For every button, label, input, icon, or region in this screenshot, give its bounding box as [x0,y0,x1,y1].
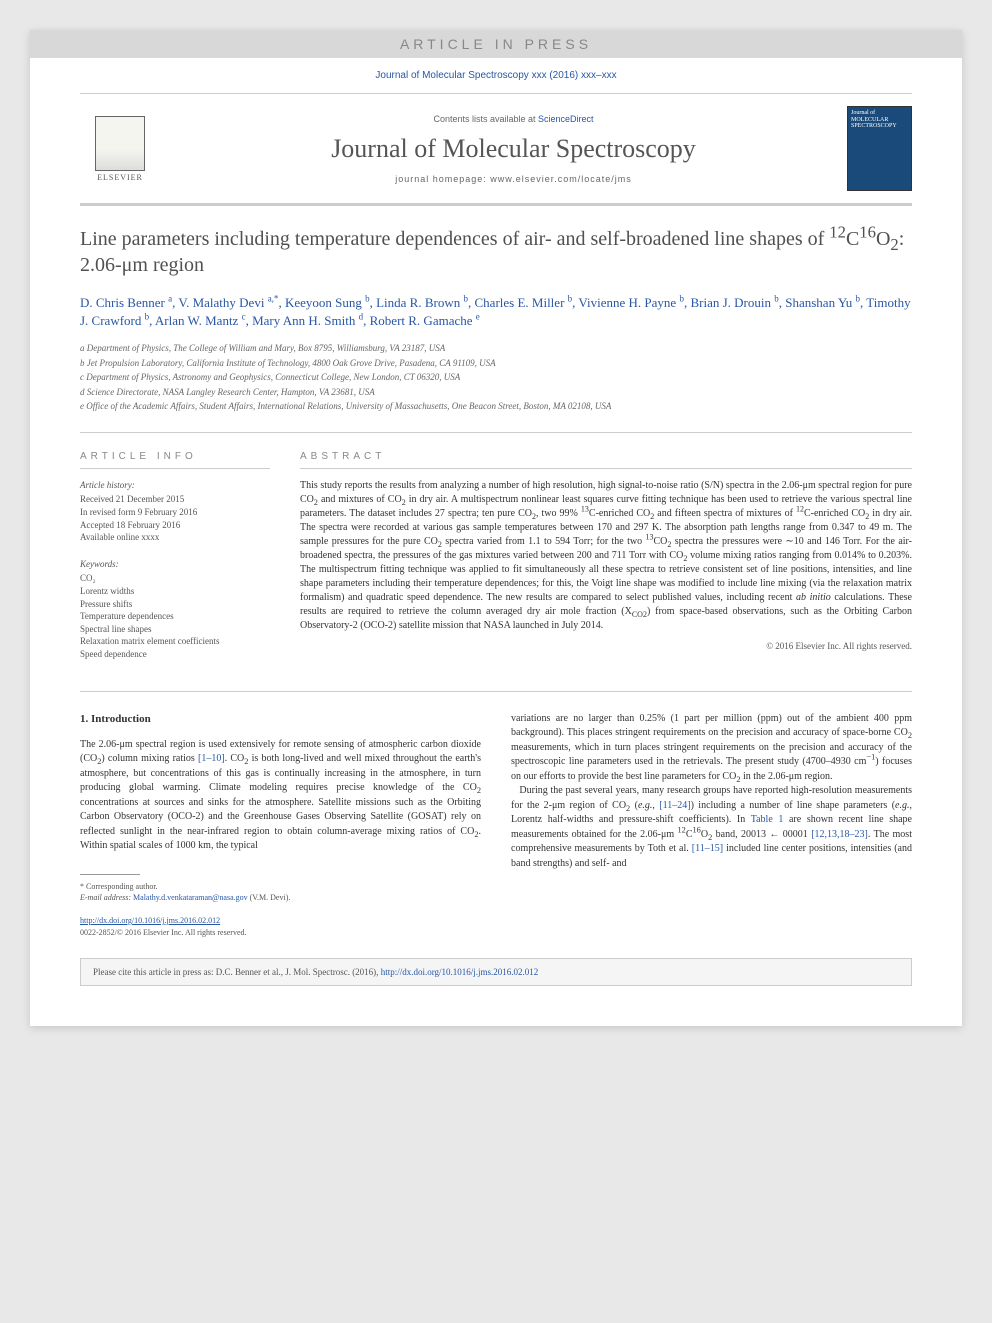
body-col-left: 1. Introduction The 2.06-μm spectral reg… [80,712,481,939]
journal-cover-thumbnail: Journal of MOLECULAR SPECTROSCOPY [847,106,912,191]
journal-homepage: journal homepage: www.elsevier.com/locat… [180,174,847,184]
header-center: Contents lists available at ScienceDirec… [180,114,847,184]
abstract-copyright: © 2016 Elsevier Inc. All rights reserved… [300,641,912,651]
body-col-right: variations are no larger than 0.25% (1 p… [511,712,912,939]
footnote-separator [80,874,140,875]
abstract-heading: ABSTRACT [300,451,912,469]
email-label: E-mail address: [80,893,133,902]
keyword-lines: CO₂Lorentz widthsPressure shiftsTemperat… [80,572,270,660]
header-citation: Journal of Molecular Spectroscopy xxx (2… [30,58,962,93]
abstract-body: This study reports the results from anal… [300,479,912,633]
article-content: Line parameters including temperature de… [30,226,962,938]
history-lines: Received 21 December 2015In revised form… [80,493,270,543]
affiliations: a Department of Physics, The College of … [80,342,912,414]
elsevier-tree-icon [95,116,145,171]
intro-heading: 1. Introduction [80,712,481,728]
keywords-block: Keywords: CO₂Lorentz widthsPressure shif… [80,558,270,661]
issn-line: 0022-2852/© 2016 Elsevier Inc. All right… [80,927,481,939]
elsevier-logo: ELSEVIER [80,109,160,189]
contents-prefix: Contents lists available at [433,114,538,124]
article-info-col: ARTICLE INFO Article history: Received 2… [80,451,270,661]
keywords-label: Keywords: [80,558,270,571]
sciencedirect-link[interactable]: ScienceDirect [538,114,594,124]
article-title: Line parameters including temperature de… [80,226,912,278]
corresponding-author: * Corresponding author. [80,881,481,892]
email-who: (V.M. Devi). [248,893,291,902]
article-page: ARTICLE IN PRESS Journal of Molecular Sp… [30,30,962,1026]
cite-footer: Please cite this article in press as: D.… [80,958,912,986]
contents-line: Contents lists available at ScienceDirec… [180,114,847,124]
cover-title-2: MOLECULAR SPECTROSCOPY [851,117,908,130]
body-columns: 1. Introduction The 2.06-μm spectral reg… [80,691,912,939]
history-block: Article history: Received 21 December 20… [80,479,270,544]
cover-title-1: Journal of [851,110,908,117]
intro-para-1: The 2.06-μm spectral region is used exte… [80,738,481,854]
cite-footer-link[interactable]: http://dx.doi.org/10.1016/j.jms.2016.02.… [381,967,539,977]
article-in-press-banner: ARTICLE IN PRESS [30,30,962,58]
abstract-col: ABSTRACT This study reports the results … [300,451,912,661]
abstract-section: ARTICLE INFO Article history: Received 2… [80,432,912,661]
journal-header: ELSEVIER Contents lists available at Sci… [80,93,912,204]
elsevier-text: ELSEVIER [97,173,143,182]
article-info-heading: ARTICLE INFO [80,451,270,469]
email-line: E-mail address: Malathy.d.venkataraman@n… [80,892,481,903]
header-divider [80,204,912,206]
cite-footer-text: Please cite this article in press as: D.… [93,967,381,977]
intro-para-2: variations are no larger than 0.25% (1 p… [511,712,912,872]
doi-link[interactable]: http://dx.doi.org/10.1016/j.jms.2016.02.… [80,916,220,925]
doi-block: http://dx.doi.org/10.1016/j.jms.2016.02.… [80,915,481,938]
corresponding-email[interactable]: Malathy.d.venkataraman@nasa.gov [133,893,248,902]
footnote-block: * Corresponding author. E-mail address: … [80,881,481,903]
history-label: Article history: [80,479,270,492]
author-list: D. Chris Benner a, V. Malathy Devi a,*, … [80,294,912,330]
journal-name: Journal of Molecular Spectroscopy [180,134,847,164]
